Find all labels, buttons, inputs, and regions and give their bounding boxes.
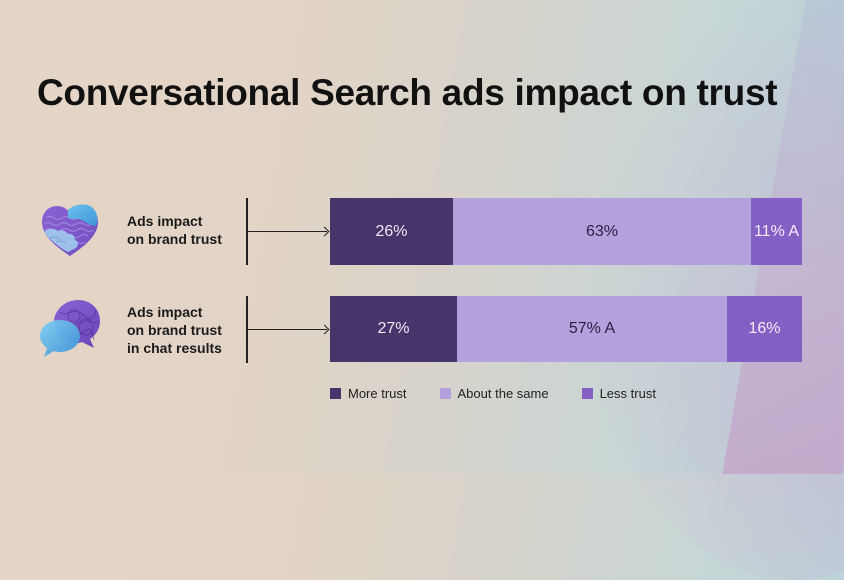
row-label: Ads impact on brand trust in chat result… [127,303,222,357]
legend-swatch-icon [439,388,451,399]
legend-swatch-icon [330,388,341,399]
bar-segment-less-trust: 16% [727,296,802,362]
data-label: 26% [375,222,408,240]
row-label-line: Ads impact [127,213,203,229]
connector-line [247,329,327,331]
bracket-line [246,296,248,363]
arrow-right-icon [319,324,330,335]
bar-segment-about-the-same: 57% A [457,296,727,362]
page-title: Conversational Search ads impact on trus… [37,72,778,113]
legend-label: More trust [348,386,407,401]
data-label: 16% [748,320,781,337]
stacked-bar: 27% 57% A 16% [330,296,802,362]
connector-line [247,231,327,233]
legend-item-more-trust: More trust [330,386,407,401]
row-label: Ads impact on brand trust [127,212,222,248]
legend-label: Less trust [599,386,656,401]
legend-swatch-icon [581,388,593,399]
handshake-heart-icon [38,198,102,262]
data-label: 11% A [753,222,800,240]
row-label-line: on brand trust [127,322,222,338]
bar-segment-about-the-same: 63% [453,198,751,265]
data-label: 57% A [568,320,616,337]
data-label: 27% [377,320,410,337]
bar-segment-more-trust: 27% [330,296,457,362]
arrow-right-icon [319,226,330,237]
row-label-line: on brand trust [127,231,222,247]
legend-item-less-trust: Less trust [581,386,656,401]
row-label-line: Ads impact [127,304,203,320]
stacked-bar: 26% 63% 11% A [330,198,802,265]
legend-label: About the same [457,386,549,401]
row-label-line: in chat results [127,340,222,356]
data-label: 63% [585,222,619,240]
bar-segment-less-trust: 11% A [751,198,802,265]
legend-item-about-the-same: About the same [439,386,549,401]
bracket-line [246,198,248,265]
chat-bubbles-icon [38,296,102,360]
bar-segment-more-trust: 26% [330,198,453,265]
chart-legend: More trust About the same Less trust [330,386,689,401]
